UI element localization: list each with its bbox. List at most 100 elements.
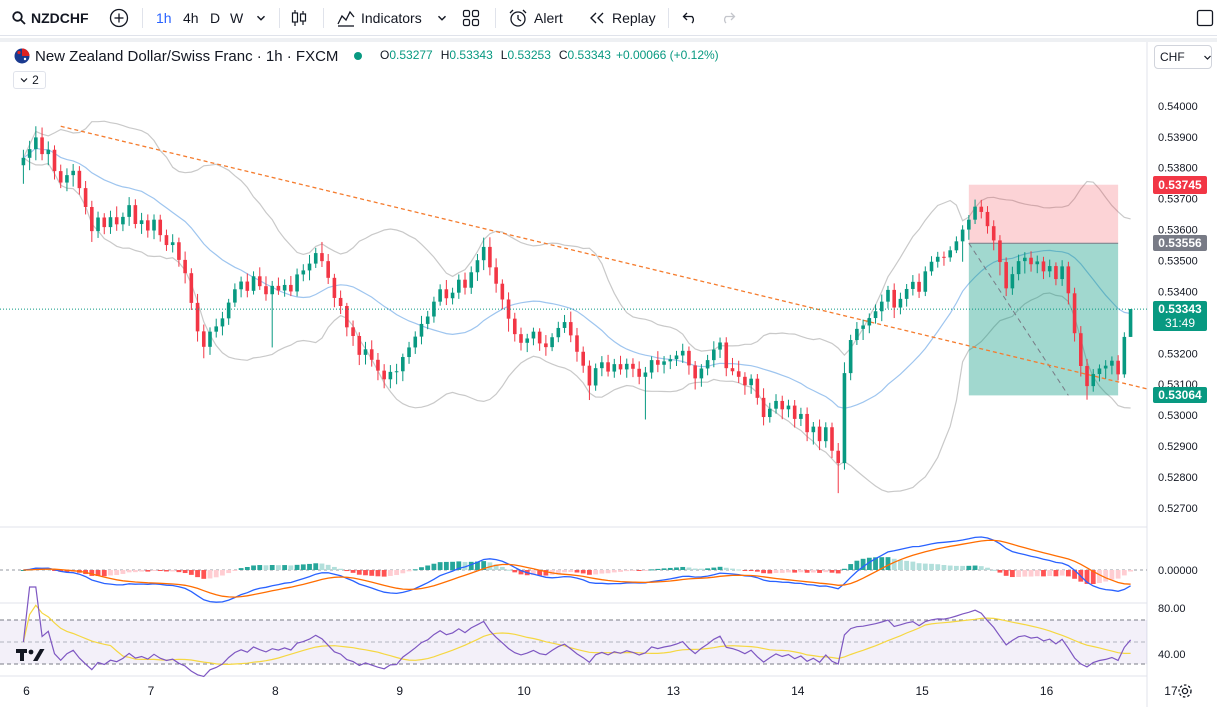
candle-body (612, 364, 617, 372)
macd-histogram-bar (151, 570, 157, 571)
candle-body (917, 281, 921, 292)
trendline[interactable] (60, 125, 1148, 390)
price-tick-label: 0.52800 (1158, 472, 1198, 484)
candle (463, 272, 467, 295)
interval-w[interactable]: W (230, 10, 244, 26)
compare-button[interactable] (109, 0, 129, 36)
macd-histogram-bar (139, 570, 144, 572)
macd-histogram-bar (754, 570, 760, 572)
candle (46, 141, 51, 166)
candle (575, 327, 579, 362)
candle-body (345, 305, 349, 328)
candle (1023, 252, 1027, 274)
macd-histogram-bar (394, 570, 399, 576)
candle-body (425, 316, 430, 324)
candle (500, 279, 505, 310)
candle (21, 149, 26, 184)
candle-body (152, 219, 156, 231)
candle-body (494, 267, 498, 284)
redo-button[interactable] (720, 0, 736, 36)
macd-histogram-bar (798, 570, 804, 573)
tradingview-logo-icon[interactable] (16, 647, 48, 668)
replay-button[interactable]: Replay (588, 0, 656, 36)
layout-button[interactable] (462, 0, 480, 36)
undo-button[interactable] (682, 0, 698, 36)
macd-histogram-bar (991, 569, 997, 571)
candle (444, 280, 449, 306)
macd-histogram-bar (425, 565, 431, 570)
candle-body (376, 359, 380, 371)
time-tick-label: 9 (396, 684, 403, 698)
candle (1079, 326, 1083, 377)
candle-body (724, 342, 729, 369)
candle (562, 314, 567, 333)
candle-body (668, 359, 673, 362)
change-value: +0.00066 (+0.12%) (615, 48, 719, 62)
macd-histogram-bar (891, 558, 897, 570)
candle-body (500, 283, 505, 300)
symbol-search[interactable]: NZDCHF (12, 0, 89, 36)
candle (170, 234, 175, 253)
macd-histogram-bar (325, 564, 331, 570)
rsi-ma-line (22, 604, 1131, 665)
last-price-tag: 0.53343 31:49 (1153, 301, 1207, 332)
interval-1h[interactable]: 1h (156, 10, 172, 26)
market-open-icon (354, 52, 363, 60)
candle (911, 275, 915, 296)
candle (183, 251, 187, 284)
candle (886, 285, 890, 309)
chart-type-button[interactable] (290, 0, 308, 36)
candle (226, 298, 231, 325)
candle-body (1041, 261, 1046, 272)
candle-body (823, 427, 828, 442)
macd-histogram-bar (854, 560, 860, 570)
currency-selector[interactable]: CHF (1154, 45, 1212, 69)
interval-4h[interactable]: 4h (183, 10, 199, 26)
candle-body (904, 288, 909, 299)
symbol-legend: New Zealand Dollar/Swiss Franc · 1h · FX… (14, 46, 363, 66)
candle-body (326, 261, 330, 278)
settings-gear-button[interactable] (1177, 683, 1193, 704)
fullscreen-button[interactable] (1196, 0, 1214, 36)
macd-histogram-bar (947, 565, 953, 570)
currency-label: CHF (1160, 50, 1185, 64)
alert-button[interactable]: Alert (508, 0, 563, 36)
entry-price-tag: 0.53556 (1153, 235, 1207, 252)
candle (158, 214, 163, 242)
candle-body (282, 284, 287, 291)
macd-histogram-bar (835, 570, 841, 574)
time-axis[interactable]: 6 7 8 9 10 13 14 15 16 17 (23, 684, 1178, 698)
interval-d[interactable]: D (210, 10, 221, 26)
candle-body (463, 279, 467, 288)
candle (1072, 287, 1077, 342)
candle (189, 268, 194, 311)
candle-body (960, 229, 965, 242)
candle-body (519, 334, 523, 343)
indicators-dropdown[interactable] (437, 0, 447, 36)
candle-body (139, 220, 144, 225)
candle (1103, 360, 1108, 379)
candle-body (892, 289, 896, 308)
candle-body (736, 371, 741, 377)
candle-body (264, 286, 268, 295)
candle (27, 140, 32, 171)
macd-histogram-bar (593, 570, 599, 575)
candle (718, 337, 722, 358)
indicators-button[interactable]: Indicators (337, 0, 422, 36)
collapse-indicators-button[interactable]: 2 (13, 71, 46, 89)
candle-body (357, 335, 362, 355)
time-tick-label: 10 (517, 684, 531, 698)
candle-body (550, 337, 554, 348)
macd-histogram-bar (636, 570, 642, 571)
candle-body (587, 365, 592, 386)
interval-dropdown[interactable] (256, 0, 266, 36)
candle (407, 341, 411, 364)
candle (96, 211, 100, 238)
candle (712, 341, 716, 368)
candle (251, 271, 256, 295)
candle-body (114, 217, 119, 225)
macd-histogram-bar (226, 570, 232, 574)
macd-histogram-bar (810, 570, 816, 573)
macd-histogram-bar (288, 565, 294, 570)
